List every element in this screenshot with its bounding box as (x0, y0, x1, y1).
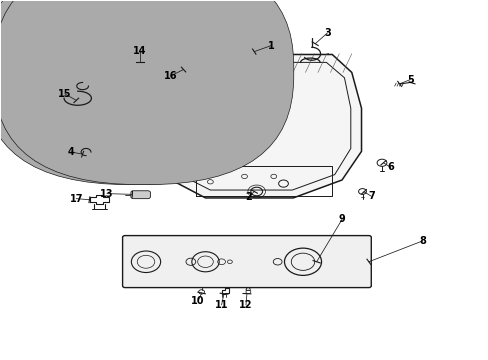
Text: 9: 9 (338, 215, 345, 224)
Text: 6: 6 (386, 162, 393, 172)
Text: 3: 3 (324, 28, 330, 38)
Text: 10: 10 (191, 296, 204, 306)
Text: 5: 5 (406, 75, 413, 85)
Text: 14: 14 (133, 46, 146, 56)
Text: 12: 12 (239, 300, 252, 310)
Text: 13: 13 (100, 189, 114, 199)
Polygon shape (161, 54, 361, 198)
Text: 4: 4 (68, 147, 75, 157)
Text: 2: 2 (244, 192, 251, 202)
Text: 8: 8 (418, 236, 425, 246)
FancyBboxPatch shape (0, 0, 283, 185)
FancyBboxPatch shape (131, 191, 150, 199)
FancyBboxPatch shape (0, 0, 293, 185)
Text: 7: 7 (367, 191, 374, 201)
Text: 11: 11 (214, 300, 228, 310)
Text: 1: 1 (267, 41, 274, 50)
Text: 15: 15 (58, 89, 72, 99)
FancyBboxPatch shape (122, 235, 370, 288)
Text: 16: 16 (163, 71, 177, 81)
Text: 17: 17 (69, 194, 83, 204)
FancyBboxPatch shape (124, 60, 156, 81)
